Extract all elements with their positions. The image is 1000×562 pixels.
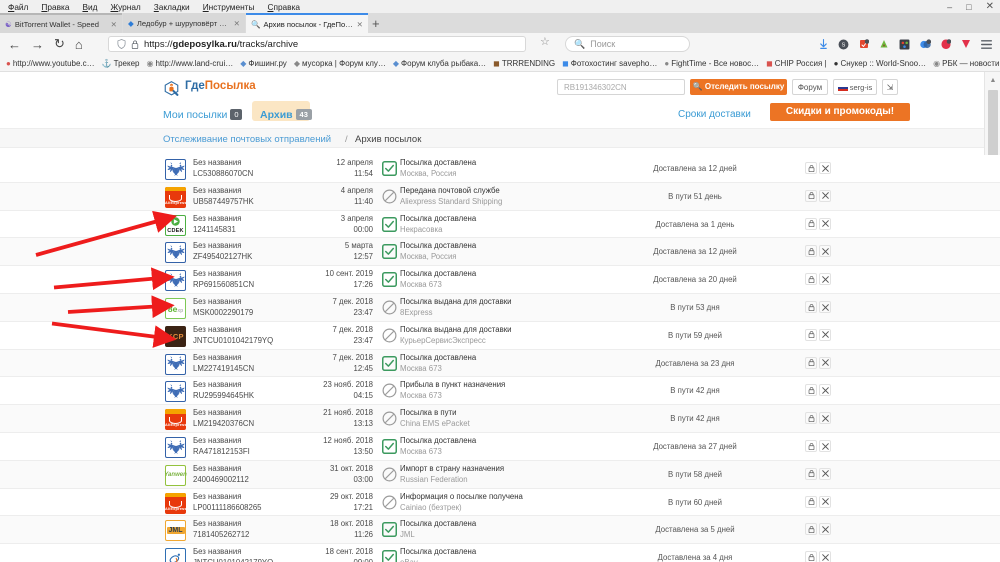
svg-text:S: S [842, 42, 846, 48]
